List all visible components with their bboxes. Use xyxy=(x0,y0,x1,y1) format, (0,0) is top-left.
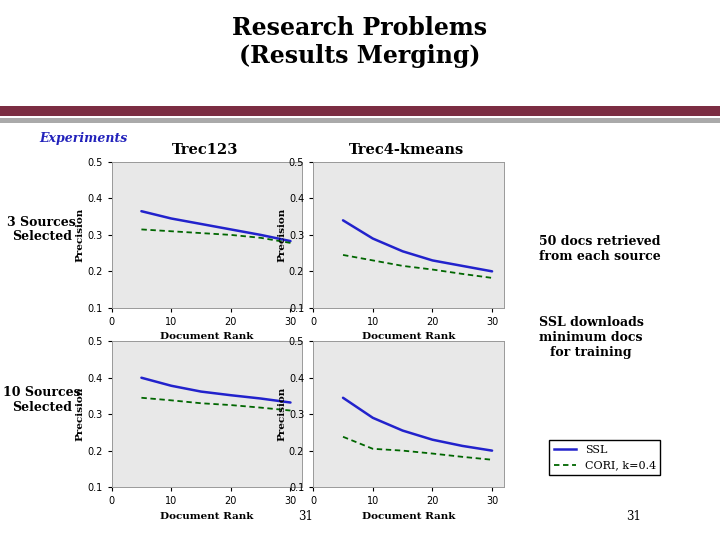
Text: 3 Sources
Selected: 3 Sources Selected xyxy=(7,215,76,244)
X-axis label: Document Rank: Document Rank xyxy=(362,333,455,341)
Text: Research Problems
(Results Merging): Research Problems (Results Merging) xyxy=(233,16,487,68)
Text: SSL downloads
minimum docs
for training: SSL downloads minimum docs for training xyxy=(539,316,644,359)
Legend: SSL, CORI, k=0.4: SSL, CORI, k=0.4 xyxy=(549,441,660,475)
Text: 31: 31 xyxy=(626,510,641,523)
Text: 10 Sources
Selected: 10 Sources Selected xyxy=(3,386,81,414)
X-axis label: Document Rank: Document Rank xyxy=(161,512,253,521)
Text: 31: 31 xyxy=(299,510,313,523)
Text: Trec4-kmeans: Trec4-kmeans xyxy=(349,143,464,157)
Text: Experiments: Experiments xyxy=(40,132,128,145)
Text: Trec123: Trec123 xyxy=(172,143,238,157)
Y-axis label: Precision: Precision xyxy=(76,208,84,262)
X-axis label: Document Rank: Document Rank xyxy=(161,333,253,341)
Text: 50 docs retrieved
from each source: 50 docs retrieved from each source xyxy=(539,235,660,263)
X-axis label: Document Rank: Document Rank xyxy=(362,512,455,521)
Y-axis label: Precision: Precision xyxy=(277,208,286,262)
Y-axis label: Precision: Precision xyxy=(76,387,84,441)
Y-axis label: Precision: Precision xyxy=(277,387,286,441)
